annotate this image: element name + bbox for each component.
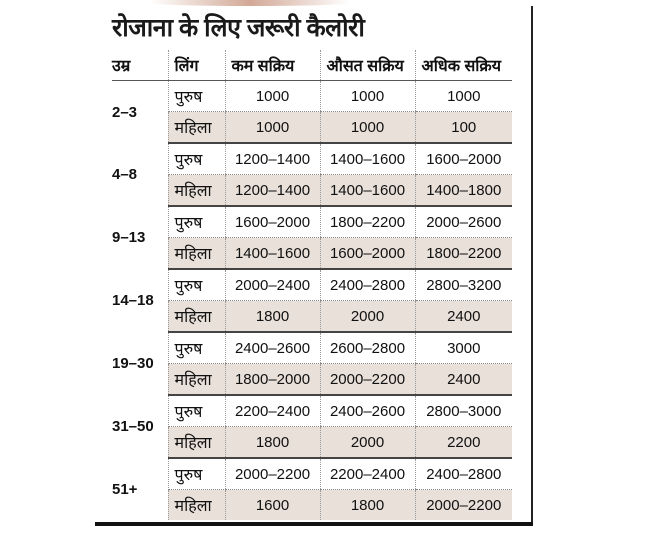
table-row: महिला 1800–2000 2000–2200 2400 xyxy=(112,363,512,396)
calorie-cell: 1600–2000 xyxy=(319,237,415,270)
table-row: 4–8 पुरुष 1200–1400 1400–1600 1600–2000 xyxy=(112,143,512,183)
decorative-swoosh xyxy=(150,0,350,6)
age-cell: 51+ xyxy=(112,480,138,498)
calorie-cell: 2400 xyxy=(414,300,512,333)
header-gender: लिंग xyxy=(167,50,225,81)
calorie-cell: 2400–2600 xyxy=(224,332,320,364)
gender-cell: महिला xyxy=(167,111,225,144)
calorie-cell: 1200–1400 xyxy=(224,143,320,175)
calorie-cell: 2000–2200 xyxy=(414,489,512,520)
gender-cell: महिला xyxy=(167,237,225,270)
calorie-cell: 1800 xyxy=(319,489,415,520)
gender-cell: महिला xyxy=(167,363,225,396)
right-border xyxy=(531,6,533,525)
calorie-cell: 1400–1800 xyxy=(414,174,512,207)
gender-cell: पुरुष xyxy=(167,143,225,175)
gender-cell: पुरुष xyxy=(167,395,225,427)
calorie-cell: 1800 xyxy=(224,300,320,333)
calorie-cell: 2000 xyxy=(319,300,415,333)
bottom-border xyxy=(95,522,533,526)
table-row: 9–13 पुरुष 1600–2000 1800–2200 2000–2600 xyxy=(112,206,512,246)
table-row: 31–50 पुरुष 2200–2400 2400–2600 2800–3000 xyxy=(112,395,512,435)
table-row: महिला 1400–1600 1600–2000 1800–2200 xyxy=(112,237,512,270)
table-row: महिला 1200–1400 1400–1600 1400–1800 xyxy=(112,174,512,207)
age-cell: 9–13 xyxy=(112,229,146,246)
gender-cell: महिला xyxy=(167,489,225,520)
calorie-cell: 1400–1600 xyxy=(319,174,415,207)
gender-cell: महिला xyxy=(167,174,225,207)
gender-cell: पुरुष xyxy=(167,332,225,364)
calorie-cell: 2400–2600 xyxy=(319,395,415,427)
calorie-cell: 1800–2200 xyxy=(414,237,512,270)
calorie-cell: 2200–2400 xyxy=(224,395,320,427)
page-title: रोजाना के लिए जरूरी कैलोरी xyxy=(112,14,365,42)
calorie-cell: 2400–2800 xyxy=(319,269,415,301)
gender-cell: पुरुष xyxy=(167,458,225,490)
calorie-cell: 1600–2000 xyxy=(414,143,512,175)
calorie-table: उम्र लिंग कम सक्रिय औसत सक्रिय अधिक सक्र… xyxy=(112,50,512,520)
table-row: 19–30 पुरुष 2400–2600 2600–2800 3000 xyxy=(112,332,512,372)
gender-cell: पुरुष xyxy=(167,80,225,112)
calorie-cell: 1400–1600 xyxy=(224,237,320,270)
age-cell: 19–30 xyxy=(112,355,154,372)
calorie-cell: 2200–2400 xyxy=(319,458,415,490)
calorie-cell: 2000 xyxy=(319,426,415,459)
calorie-cell: 1400–1600 xyxy=(319,143,415,175)
calorie-cell: 2800–3200 xyxy=(414,269,512,301)
calorie-cell: 1000 xyxy=(319,80,415,112)
calorie-cell: 2000–2400 xyxy=(224,269,320,301)
calorie-cell: 2200 xyxy=(414,426,512,459)
header-high-active: अधिक सक्रिय xyxy=(414,50,512,81)
gender-cell: महिला xyxy=(167,300,225,333)
calorie-cell: 2400–2800 xyxy=(414,458,512,490)
table-row: 14–18 पुरुष 2000–2400 2400–2800 2800–3200 xyxy=(112,269,512,309)
calorie-cell: 1800–2200 xyxy=(319,206,415,238)
calorie-cell: 2000–2200 xyxy=(224,458,320,490)
calorie-cell: 1000 xyxy=(224,111,320,144)
table-row: महिला 1000 1000 100 xyxy=(112,111,512,144)
header-low-active: कम सक्रिय xyxy=(224,50,320,81)
calorie-cell: 2800–3000 xyxy=(414,395,512,427)
age-cell: 14–18 xyxy=(112,292,154,309)
calorie-cell: 2600–2800 xyxy=(319,332,415,364)
table-row: 2–3 पुरुष 1000 1000 1000 xyxy=(112,80,512,121)
header-avg-active: औसत सक्रिय xyxy=(319,50,415,81)
table-row: 51+ पुरुष 2000–2200 2200–2400 2400–2800 xyxy=(112,458,512,498)
header-row: उम्र लिंग कम सक्रिय औसत सक्रिय अधिक सक्र… xyxy=(112,50,512,81)
age-cell: 2–3 xyxy=(112,103,138,121)
table-row: महिला 1800 2000 2400 xyxy=(112,300,512,333)
calorie-cell: 1000 xyxy=(319,111,415,144)
calorie-cell: 2400 xyxy=(414,363,512,396)
calorie-cell: 1600–2000 xyxy=(224,206,320,238)
table-row: महिला 1600 1800 2000–2200 xyxy=(112,489,512,520)
calorie-cell: 3000 xyxy=(414,332,512,364)
calorie-cell: 1800 xyxy=(224,426,320,459)
calorie-cell: 1600 xyxy=(224,489,320,520)
age-cell: 4–8 xyxy=(112,166,138,183)
gender-cell: पुरुष xyxy=(167,269,225,301)
age-cell: 31–50 xyxy=(112,418,154,435)
calorie-cell: 100 xyxy=(414,111,512,144)
calorie-cell: 2000–2200 xyxy=(319,363,415,396)
calorie-cell: 1000 xyxy=(224,80,320,112)
calorie-cell: 1800–2000 xyxy=(224,363,320,396)
calorie-cell: 1000 xyxy=(414,80,512,112)
table-row: महिला 1800 2000 2200 xyxy=(112,426,512,459)
header-age: उम्र xyxy=(112,50,168,81)
gender-cell: महिला xyxy=(167,426,225,459)
gender-cell: पुरुष xyxy=(167,206,225,238)
calorie-cell: 1200–1400 xyxy=(224,174,320,207)
calorie-cell: 2000–2600 xyxy=(414,206,512,238)
